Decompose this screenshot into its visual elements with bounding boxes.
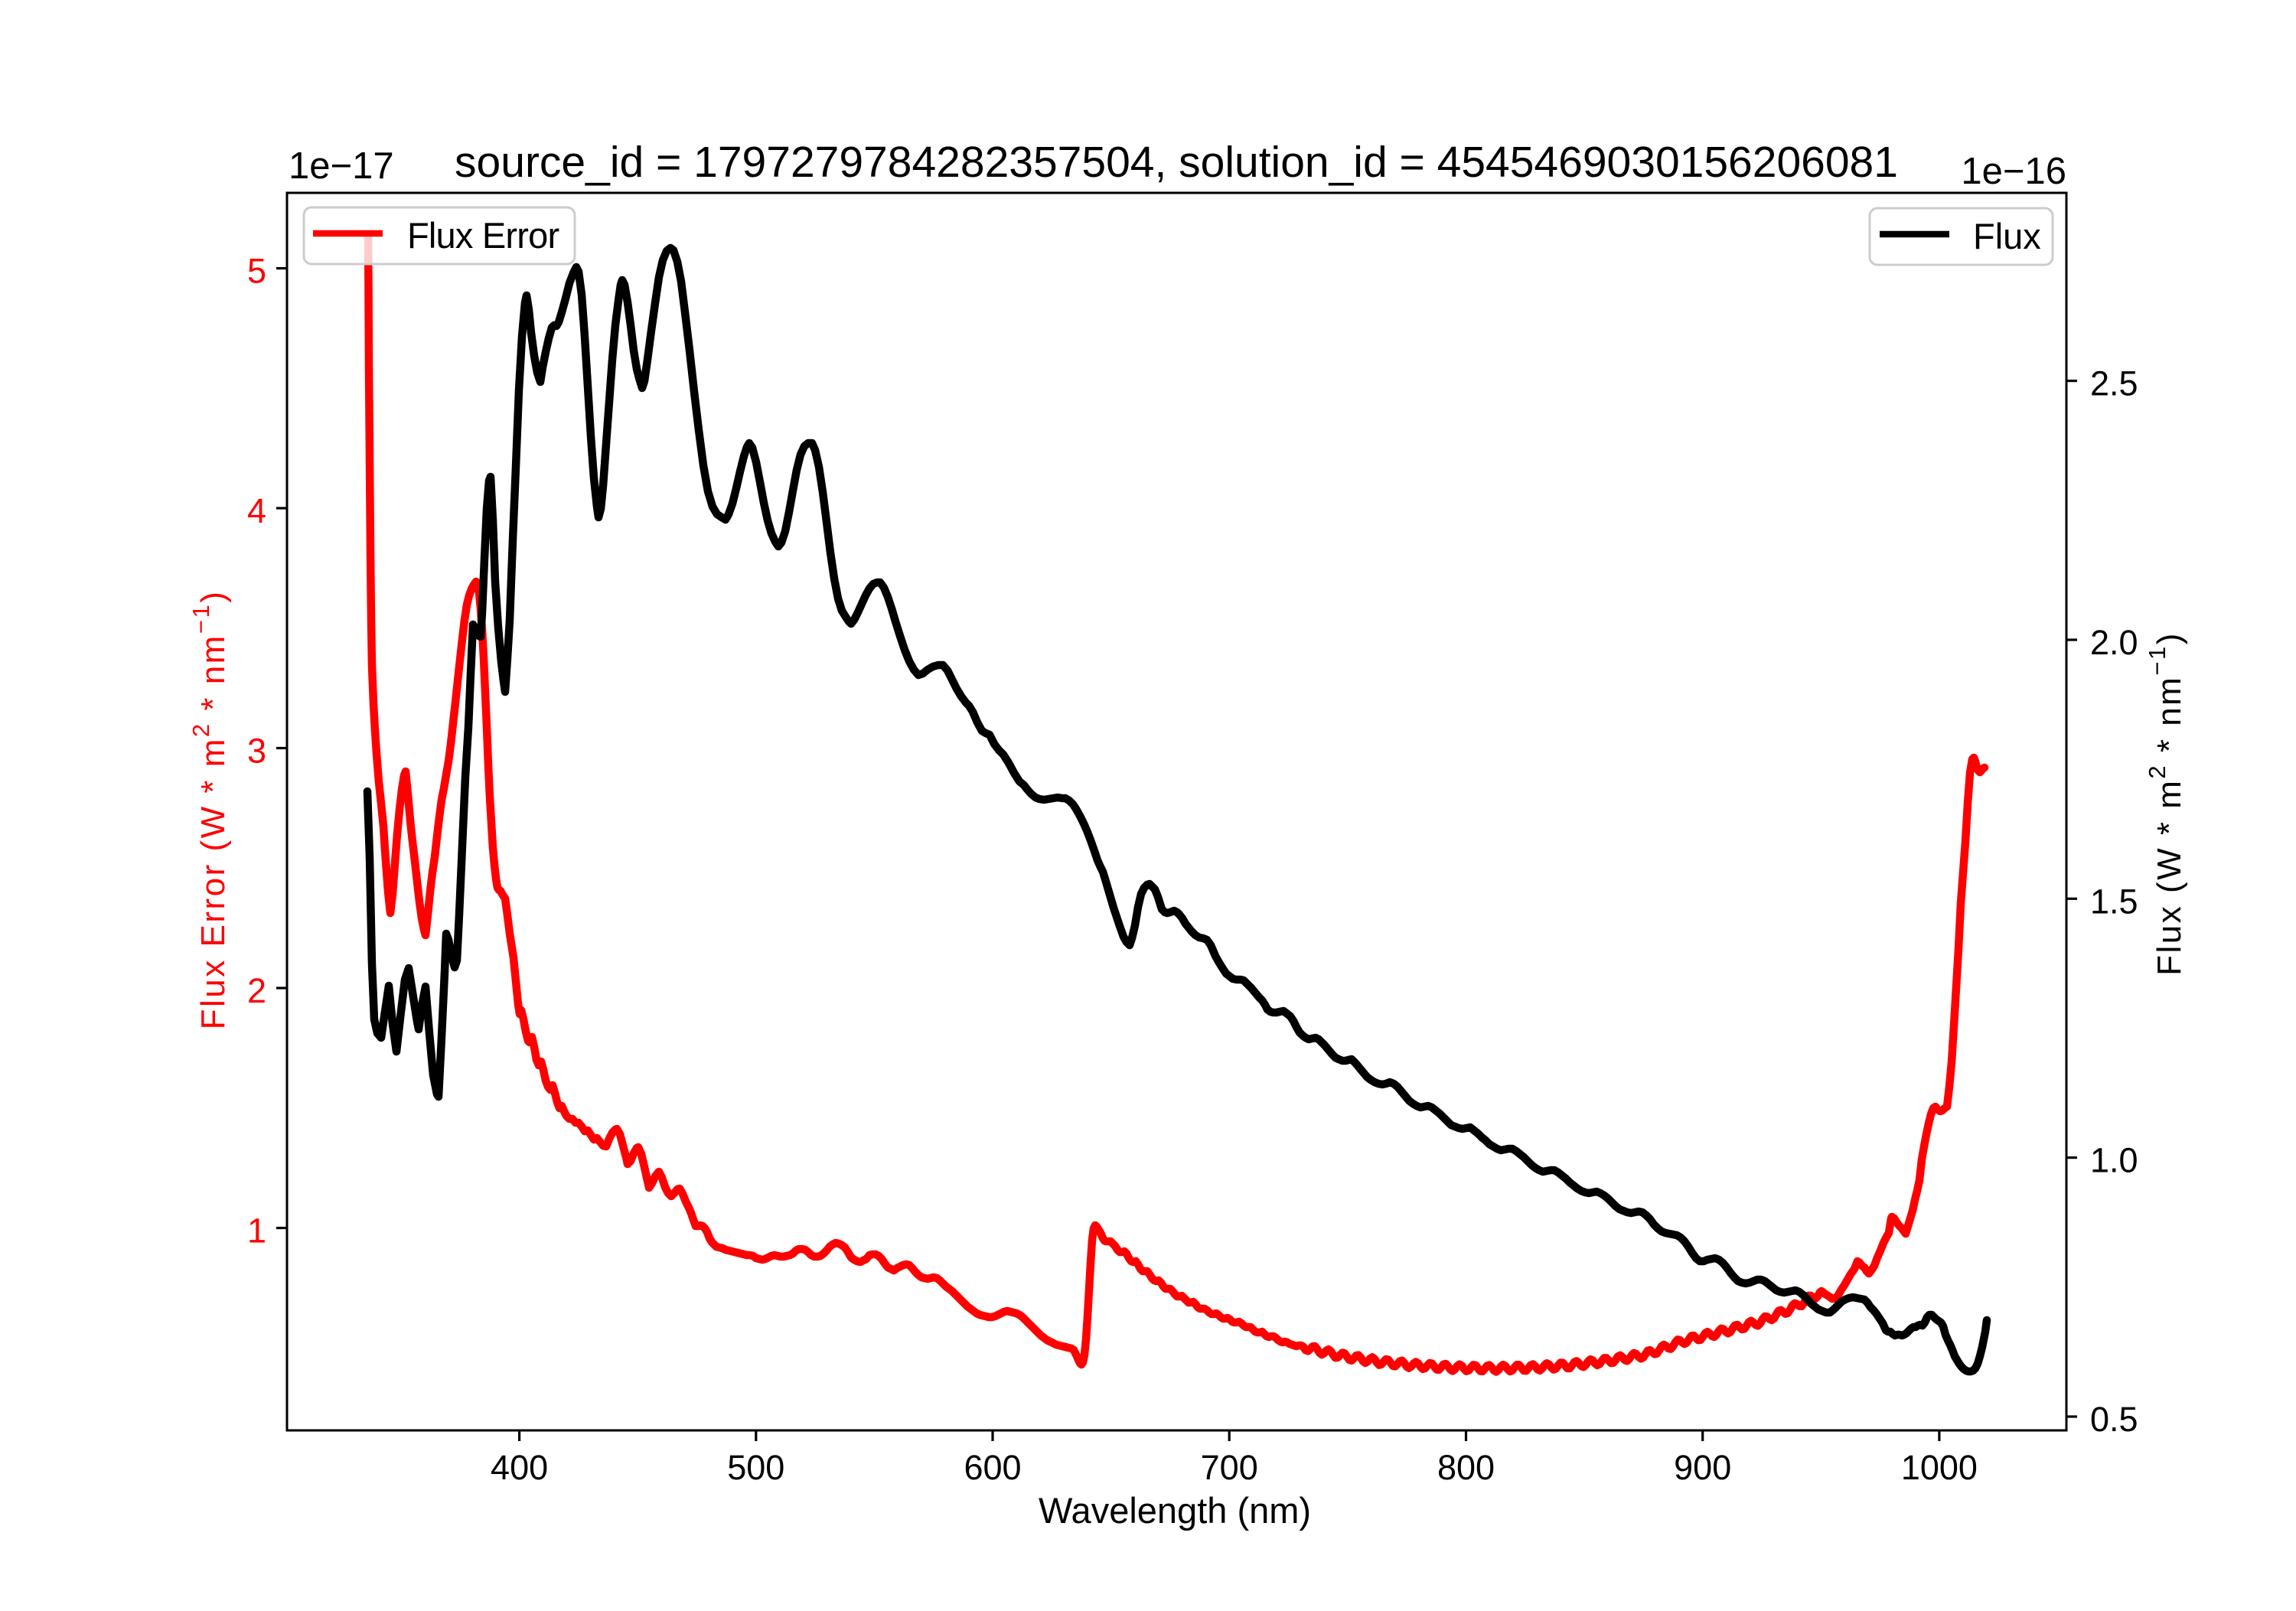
svg-text:Flux: Flux: [1973, 216, 2041, 256]
svg-text:500: 500: [727, 1448, 784, 1487]
svg-text:source_id = 179727978428235750: source_id = 1797279784282357504, solutio…: [455, 138, 1898, 187]
svg-text:1000: 1000: [1901, 1448, 1978, 1487]
svg-text:Flux Error (W * m2 * nm−1): Flux Error (W * m2 * nm−1): [188, 590, 232, 1030]
svg-text:Wavelength (nm): Wavelength (nm): [1039, 1490, 1311, 1531]
svg-text:Flux (W * m2 * nm−1): Flux (W * m2 * nm−1): [2144, 631, 2188, 976]
svg-text:2: 2: [247, 971, 266, 1010]
svg-text:800: 800: [1437, 1448, 1495, 1487]
svg-text:1.5: 1.5: [2090, 882, 2138, 921]
svg-text:1e−16: 1e−16: [1961, 151, 2066, 192]
svg-text:900: 900: [1674, 1448, 1731, 1487]
svg-text:1: 1: [247, 1212, 266, 1251]
svg-text:600: 600: [964, 1448, 1021, 1487]
svg-text:0.5: 0.5: [2090, 1400, 2138, 1439]
svg-text:5: 5: [247, 252, 266, 291]
svg-text:1e−17: 1e−17: [289, 145, 394, 187]
svg-text:4: 4: [247, 491, 266, 530]
svg-text:2.0: 2.0: [2090, 623, 2138, 662]
svg-text:700: 700: [1201, 1448, 1258, 1487]
svg-text:400: 400: [491, 1448, 548, 1487]
svg-text:3: 3: [247, 732, 266, 771]
svg-text:2.5: 2.5: [2090, 364, 2138, 403]
svg-text:1.0: 1.0: [2090, 1141, 2138, 1180]
svg-text:Flux Error: Flux Error: [407, 215, 559, 256]
